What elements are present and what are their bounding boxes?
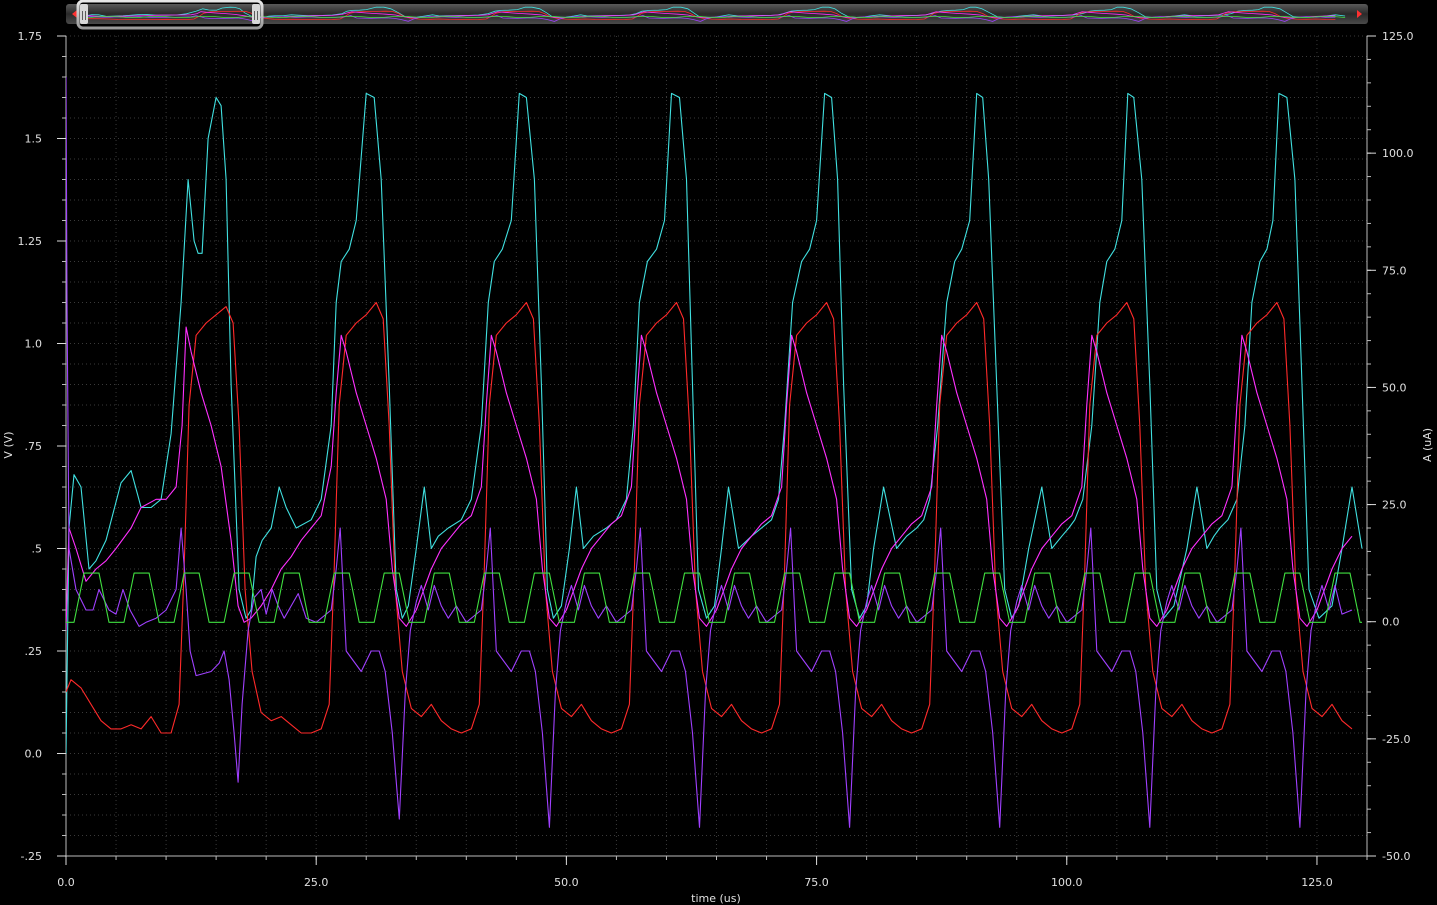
y-left-tick-label: .75: [25, 440, 43, 453]
overview-scrollbar[interactable]: || ||: [66, 0, 1368, 30]
x-tick-label: 100.0: [1051, 876, 1083, 889]
y-right-axis-label: A (uA): [1421, 428, 1434, 462]
y-left-tick-label: .25: [25, 645, 43, 658]
thumb-grip-right: ||: [253, 11, 259, 21]
plot-axes: 0.0 25.0 50.0 75.0 100.0 125.0 1.75 1.5 1.25 1.0.…: [18, 30, 1414, 889]
y-right-tick-label: -25.0: [1382, 733, 1410, 746]
y-left-tick-label: -.25: [21, 850, 42, 863]
traces: [66, 76, 1363, 828]
trace-line-5: [66, 572, 1362, 623]
plot-grid: [65, 35, 1368, 857]
y-left-tick-label: 0.0: [25, 748, 43, 761]
trace-line-4: [66, 76, 1353, 828]
overview-waveform-preview: [83, 6, 1346, 22]
y-right-tick-label: 0.0: [1382, 616, 1400, 629]
scroll-left-arrow-icon[interactable]: [72, 10, 77, 18]
y-left-tick-label: 1.5: [25, 133, 43, 146]
y-left-tick-label: .5: [32, 543, 43, 556]
x-tick-label: 50.0: [554, 876, 579, 889]
x-axis-label: time (us): [691, 892, 741, 905]
y-left-axis-label: V (V): [2, 431, 15, 458]
thumb-grip-left: ||: [81, 11, 87, 21]
y-left-tick-label: 1.25: [18, 235, 43, 248]
x-tick-label: 125.0: [1301, 876, 1333, 889]
overview-trace-4: [83, 6, 1336, 22]
y-left-tick-label: 1.75: [18, 30, 43, 43]
y-right-tick-label: 50.0: [1382, 381, 1407, 394]
trace-line-1: [66, 92, 1363, 754]
y-right-tick-label: 25.0: [1382, 499, 1407, 512]
y-left-tick-label: 1.0: [25, 338, 43, 351]
y-right-tick-label: 100.0: [1382, 147, 1414, 160]
scroll-right-arrow-icon[interactable]: [1357, 10, 1362, 18]
trace-line-2: [66, 301, 1353, 734]
trace-line-3: [66, 326, 1353, 631]
x-tick-label: 75.0: [804, 876, 829, 889]
x-tick-label: 25.0: [304, 876, 329, 889]
overview-trace-5: [84, 16, 1346, 18]
scrollbar-thumb[interactable]: || ||: [76, 0, 264, 30]
y-right-tick-label: 75.0: [1382, 264, 1407, 277]
x-tick-label: 0.0: [57, 876, 75, 889]
y-right-tick-label: 125.0: [1382, 30, 1414, 43]
y-right-tick-label: -50.0: [1382, 850, 1410, 863]
